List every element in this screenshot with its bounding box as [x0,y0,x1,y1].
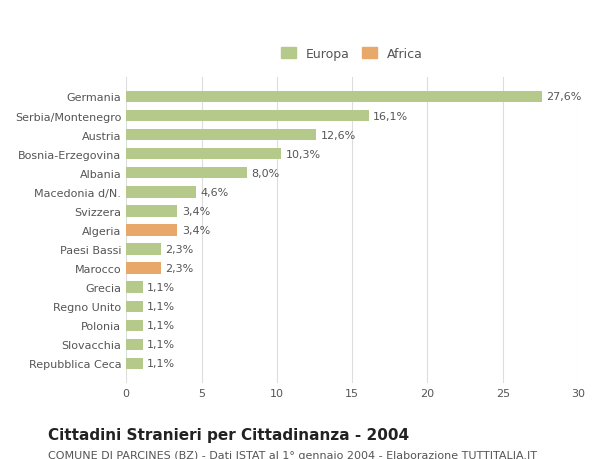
Bar [126,320,143,331]
Bar [126,91,542,103]
Text: 2,3%: 2,3% [166,263,194,274]
Bar [126,206,178,217]
Text: 1,1%: 1,1% [148,340,175,350]
Text: 1,1%: 1,1% [148,283,175,292]
Text: 2,3%: 2,3% [166,245,194,254]
Text: Cittadini Stranieri per Cittadinanza - 2004: Cittadini Stranieri per Cittadinanza - 2… [48,427,409,442]
Bar [126,244,161,255]
Bar [126,111,368,122]
Bar [126,263,161,274]
Text: 1,1%: 1,1% [148,359,175,369]
Bar [126,187,196,198]
Bar [126,358,143,369]
Text: 16,1%: 16,1% [373,111,409,121]
Text: 8,0%: 8,0% [251,168,280,179]
Text: 1,1%: 1,1% [148,302,175,312]
Legend: Europa, Africa: Europa, Africa [277,44,427,65]
Bar [126,282,143,293]
Bar [126,149,281,160]
Bar [126,301,143,312]
Text: 4,6%: 4,6% [200,187,228,197]
Text: COMUNE DI PARCINES (BZ) - Dati ISTAT al 1° gennaio 2004 - Elaborazione TUTTITALI: COMUNE DI PARCINES (BZ) - Dati ISTAT al … [48,450,537,459]
Text: 3,4%: 3,4% [182,225,210,235]
Text: 1,1%: 1,1% [148,321,175,330]
Text: 12,6%: 12,6% [320,130,356,140]
Bar [126,339,143,350]
Bar [126,168,247,179]
Text: 10,3%: 10,3% [286,149,321,159]
Bar [126,225,178,236]
Bar [126,129,316,141]
Text: 27,6%: 27,6% [547,92,582,102]
Text: 3,4%: 3,4% [182,207,210,217]
